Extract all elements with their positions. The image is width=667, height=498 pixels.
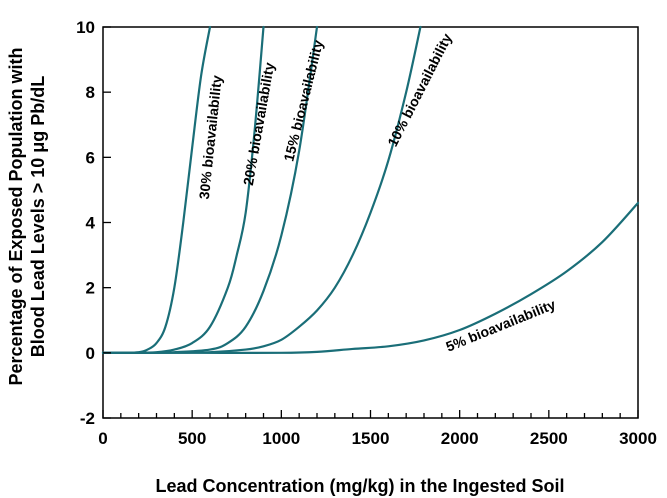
series-label-2: 20% bioavailability: [240, 61, 277, 187]
series-label-3: 15% bioavailability: [280, 38, 326, 163]
x-axis-title: Lead Concentration (mg/kg) in the Ingest…: [155, 476, 564, 496]
series-label-5: 5% bioavailability: [444, 296, 558, 355]
y-tick-label: -2: [80, 409, 95, 428]
x-tick-label: 1500: [352, 429, 390, 448]
y-tick-label: 2: [86, 279, 95, 298]
y-axis-title-line-2: Blood Lead Levels > 10 μg Pb/dL: [28, 76, 48, 358]
y-axis-title-line-1: Percentage of Exposed Population with: [6, 47, 26, 385]
y-tick-label: 4: [86, 214, 96, 233]
x-tick-label: 1000: [262, 429, 300, 448]
x-tick-label: 2000: [441, 429, 479, 448]
y-tick-label: 6: [86, 148, 95, 167]
data-series: [101, 25, 640, 355]
y-tick-label: 10: [76, 18, 95, 37]
series-label-4: 10% bioavailability: [384, 31, 455, 149]
y-axis-title: Percentage of Exposed Population with Bl…: [6, 47, 48, 385]
x-tick-label: 0: [98, 429, 107, 448]
y-tick-label: 0: [86, 344, 95, 363]
x-tick-label: 3000: [619, 429, 657, 448]
series-label-1: 30% bioavailability: [196, 74, 225, 200]
series-line-1: [101, 25, 212, 354]
x-tick-label: 500: [178, 429, 206, 448]
series-line-5: [101, 201, 640, 355]
series-line-2: [101, 25, 265, 354]
x-tick-label: 2500: [530, 429, 568, 448]
y-tick-label: 8: [86, 83, 95, 102]
